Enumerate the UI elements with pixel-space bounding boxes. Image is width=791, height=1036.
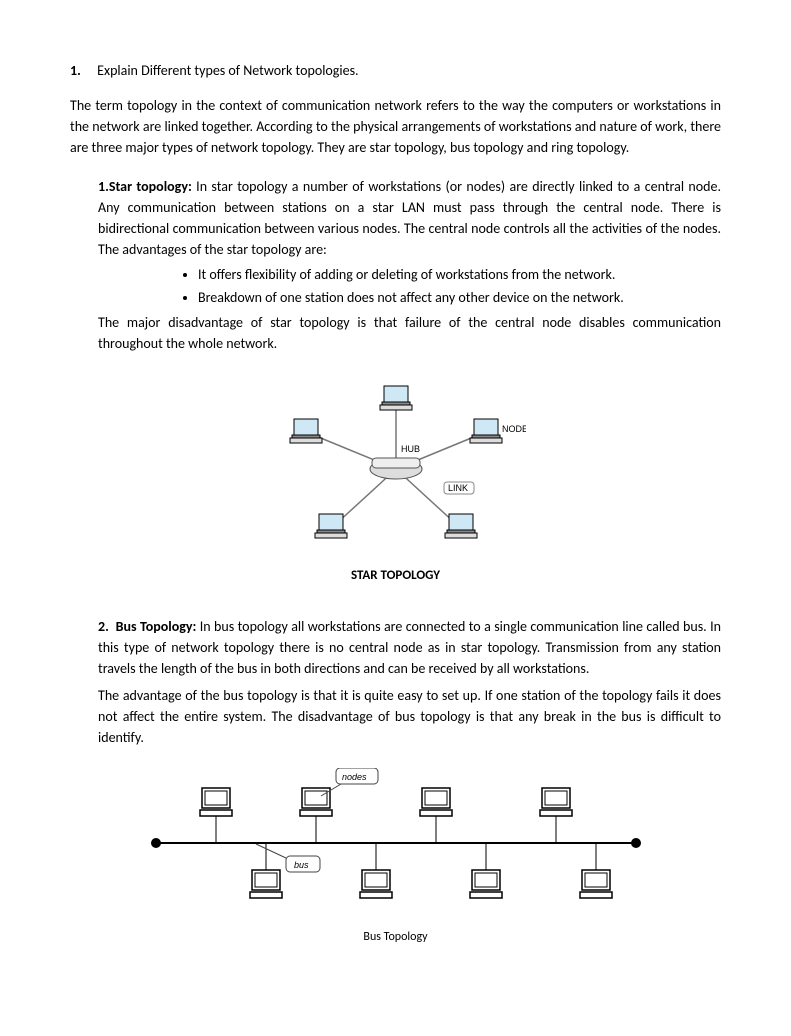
- computer-icon: [290, 419, 322, 443]
- link-label: LINK: [448, 483, 468, 493]
- star-body1: In star topology a number of workstation…: [98, 178, 721, 258]
- link-label-box: LINK: [444, 482, 474, 494]
- computer-icon: [380, 386, 412, 410]
- star-topology-section: 1.Star topology: In star topology a numb…: [98, 176, 721, 354]
- computer-icon: [420, 788, 452, 816]
- computer-icon: [445, 514, 477, 538]
- bus-topology-diagram: nodes bus Bus Topology: [70, 768, 721, 946]
- star-caption: STAR TOPOLOGY: [70, 566, 721, 586]
- question-number: 1.: [70, 60, 94, 81]
- computer-icon: [470, 870, 502, 898]
- intro-paragraph: The term topology in the context of comm…: [70, 95, 721, 158]
- computer-icon: [580, 870, 612, 898]
- computer-icon: [540, 788, 572, 816]
- computer-icon: [315, 514, 347, 538]
- question-text: Explain Different types of Network topol…: [97, 62, 358, 79]
- question-heading: 1. Explain Different types of Network to…: [70, 60, 721, 81]
- star-bullets: It offers flexibility of adding or delet…: [158, 264, 721, 308]
- bus-num: 2.: [98, 618, 109, 635]
- star-body2: The major disadvantage of star topology …: [98, 312, 721, 354]
- star-num: 1.: [98, 178, 109, 195]
- star-topology-diagram: HUB NODE: [70, 374, 721, 586]
- computer-icon: [250, 870, 282, 898]
- computer-icon: [470, 419, 502, 443]
- computer-icon: [200, 788, 232, 816]
- bus-diagram-svg: nodes bus: [136, 768, 656, 918]
- bus-topology-section: 2. Bus Topology: In bus topology all wor…: [98, 616, 721, 748]
- star-diagram-svg: HUB NODE: [266, 374, 526, 554]
- bus-caption: Bus Topology: [70, 928, 721, 946]
- node-label: NODE: [502, 424, 526, 434]
- hub-label: HUB: [401, 444, 420, 454]
- star-bullet-1: It offers flexibility of adding or delet…: [198, 264, 721, 285]
- computer-icon: [360, 870, 392, 898]
- bus-label: bus: [294, 860, 309, 870]
- star-bullet-2: Breakdown of one station does not affect…: [198, 287, 721, 308]
- nodes-label: nodes: [342, 772, 367, 782]
- bus-body2: The advantage of the bus topology is tha…: [98, 685, 721, 748]
- bus-title: Bus Topology:: [116, 618, 197, 635]
- star-title: Star topology:: [109, 178, 192, 195]
